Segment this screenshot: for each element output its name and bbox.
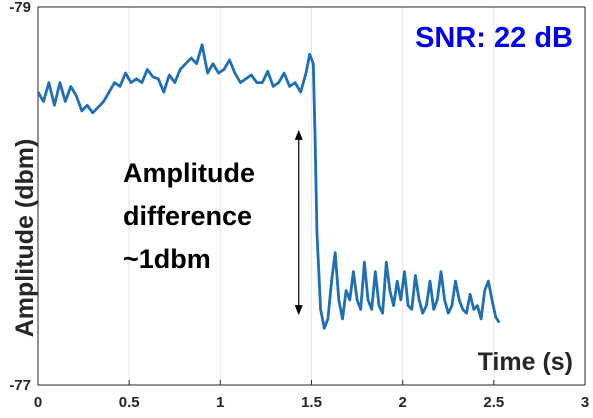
arrow-head-bottom bbox=[294, 305, 303, 316]
x-tick-label: 2 bbox=[398, 394, 406, 411]
series-line bbox=[36, 43, 501, 330]
x-axis-label: Time (s) bbox=[478, 348, 573, 376]
annotation-line-2: difference bbox=[123, 201, 252, 231]
x-tick-label: 2.5 bbox=[483, 394, 504, 411]
y-tick-label: -77 bbox=[9, 377, 31, 394]
x-tick-label: 3 bbox=[581, 394, 589, 411]
x-tick-label: 0 bbox=[34, 394, 42, 411]
x-tick-label: 0.5 bbox=[119, 394, 140, 411]
x-tick-label: 1.5 bbox=[301, 394, 322, 411]
x-tick-label: 1 bbox=[216, 394, 224, 411]
snr-label: SNR: 22 dB bbox=[415, 22, 573, 54]
x-axis-ticks: 0 0.5 1 1.5 2 2.5 3 bbox=[34, 380, 589, 411]
annotation-line-3: ~1dbm bbox=[123, 244, 211, 274]
arrow-head-top bbox=[294, 129, 303, 140]
gridlines bbox=[128, 7, 495, 385]
difference-arrow bbox=[294, 129, 303, 316]
annotation-line-1: Amplitude bbox=[123, 158, 255, 188]
y-axis-ticks: -79 -77 bbox=[9, 0, 31, 394]
y-axis-label: Amplitude (dbm) bbox=[11, 139, 39, 338]
y-tick-label: -79 bbox=[9, 0, 31, 16]
